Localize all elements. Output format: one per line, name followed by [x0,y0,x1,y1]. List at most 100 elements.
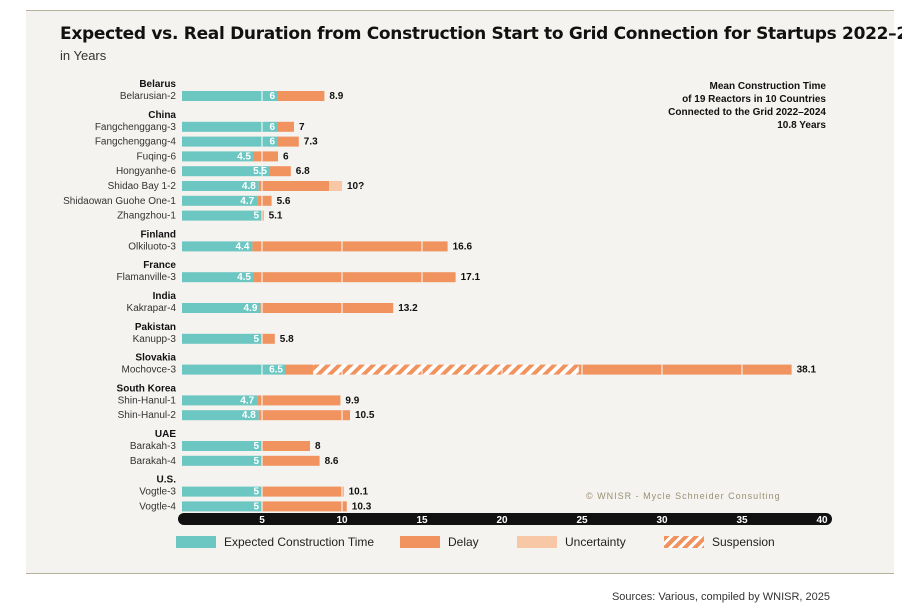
reactor-label: Barakah-4 [130,456,177,467]
reactor-label: Shidaowan Guohe One-1 [63,196,176,207]
total-value-label: 10.5 [355,410,375,421]
legend-label: Suspension [712,535,775,549]
legend-swatch-expected [176,536,216,548]
expected-value-label: 4.4 [235,241,249,252]
country-label: China [148,110,176,121]
chart-title: Expected vs. Real Duration from Construc… [60,24,902,44]
bar-expected [182,91,278,101]
total-value-label: 7 [299,122,305,133]
reactor-label: Kanupp-3 [133,334,177,345]
total-value-label: 5.6 [277,196,291,207]
expected-value-label: 4.7 [240,196,254,207]
total-value-label: 10? [347,181,364,192]
reactor-label: Kakrapar-4 [127,303,177,314]
total-value-label: 10.3 [352,501,372,512]
expected-value-label: 6 [269,91,275,102]
expected-value-label: 5 [253,487,259,498]
legend-swatch-uncertainty [517,536,557,548]
bar-expected [182,195,258,206]
legend-label: Delay [448,535,479,549]
bar-delay [254,272,456,283]
total-value-label: 5.8 [280,334,294,345]
x-tick-label: 25 [576,515,588,526]
bar-delay [262,333,275,344]
legend-delay: Delay [400,535,479,549]
x-tick-label: 20 [496,515,508,526]
bar-delay [578,364,792,375]
expected-value-label: 5 [253,501,259,512]
expected-value-label: 4.5 [237,151,251,162]
expected-value-label: 6 [269,122,275,133]
bar-delay [258,181,330,191]
copyright-notice: © WNISR - Mycle Schneider Consulting [586,491,781,501]
bar-delay [278,121,294,132]
expected-value-label: 6 [269,137,275,148]
bar-expected [182,272,254,283]
legend-uncertainty: Uncertainty [517,535,626,549]
reactor-label: Olkiluoto-3 [128,241,176,252]
x-tick-label: 30 [656,515,668,526]
total-value-label: 17.1 [461,272,481,283]
bar-delay [252,241,448,252]
bar-delay [254,151,278,162]
x-tick-label: 10 [336,515,348,526]
expected-value-label: 5 [253,456,259,467]
bar-delay [278,136,299,147]
bar-delay [258,410,350,421]
expected-value-label: 4.7 [240,395,254,406]
expected-value-label: 4.5 [237,272,251,283]
bar-expected [182,486,262,497]
legend-swatch-suspension [664,536,704,548]
total-value-label: 6 [283,151,289,162]
bar-delay [260,303,394,313]
expected-value-label: 5 [253,334,259,345]
x-tick-label: 35 [736,515,748,526]
expected-value-label: 4.9 [243,303,257,314]
bar-expected [182,364,286,375]
bar-expected [182,303,261,313]
legend-label: Expected Construction Time [224,535,375,549]
x-axis-bar [178,513,832,525]
reactor-label: Flamanville-3 [117,272,177,283]
country-label: France [143,260,176,271]
bar-delay [257,195,272,206]
bar-uncertainty [329,181,342,191]
bar-delay [270,166,291,177]
bar-expected [182,241,253,252]
note-line: Mean Construction Time [709,81,827,92]
reactor-label: Shidao Bay 1-2 [108,181,177,192]
reactor-label: Zhangzhou-1 [117,211,176,222]
country-label: Belarus [139,79,176,90]
bar-expected [182,136,278,147]
total-value-label: 38.1 [797,365,817,376]
bar-expected [182,151,254,162]
total-value-label: 10.1 [349,487,369,498]
bar-expected [182,441,262,451]
bar-expected [182,181,259,191]
bar-expected [182,410,259,421]
total-value-label: 6.8 [296,166,310,177]
total-value-label: 13.2 [398,303,418,314]
reactor-label: Vogtle-3 [139,487,176,498]
bar-expected [182,333,262,344]
legend-swatch-delay [400,536,440,548]
x-tick-label: 15 [416,515,428,526]
bar-expected [182,395,258,406]
reactor-label: Hongyanhe-6 [116,166,176,177]
chart-subtitle: in Years [60,48,107,63]
reactor-label: Fangchenggang-4 [95,137,177,148]
reactor-label: Shin-Hanul-1 [118,395,177,406]
bar-expected [182,121,278,132]
chart-panel [26,10,894,574]
country-label: Slovakia [135,353,176,364]
reactor-label: Belarusian-2 [120,91,177,102]
country-label: Pakistan [135,322,176,333]
total-value-label: 8.6 [325,456,339,467]
reactor-label: Barakah-3 [130,441,177,452]
bar-delay [262,501,347,512]
legend-expected: Expected Construction Time [176,535,374,549]
expected-value-label: 4.8 [242,410,256,421]
reactor-label: Mochovce-3 [122,365,177,376]
reactor-label: Fangchenggang-3 [95,122,177,133]
